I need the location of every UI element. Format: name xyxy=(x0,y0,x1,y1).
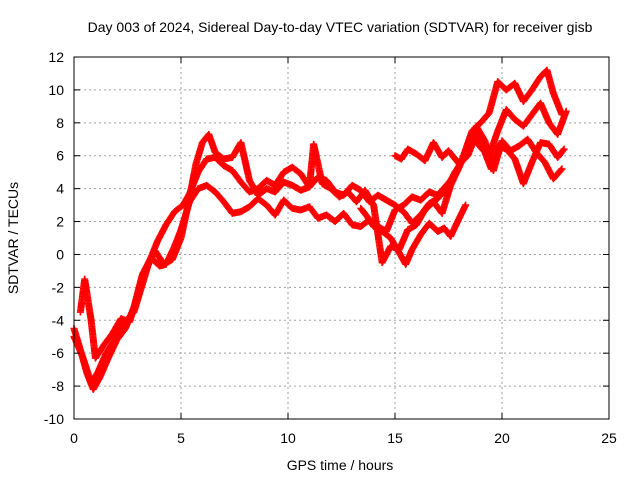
data-point xyxy=(462,201,470,209)
y-tick-label: 12 xyxy=(48,49,64,65)
y-tick-label: 6 xyxy=(56,148,64,164)
axis-ticks: 0 5 10 15 20 25 -10 -8 -6 -4 -2 0 2 4 6 8 10 12 xyxy=(44,49,617,446)
x-tick-label: 25 xyxy=(601,430,617,446)
grid xyxy=(74,57,609,419)
x-tick-label: 15 xyxy=(387,430,403,446)
satellite-track-3 xyxy=(76,122,566,362)
data-point xyxy=(558,165,566,173)
x-tick-label: 20 xyxy=(494,430,510,446)
y-tick-label: -8 xyxy=(52,378,65,394)
y-tick-label: -10 xyxy=(44,411,64,427)
data-point xyxy=(562,107,570,115)
x-axis-label: GPS time / hours xyxy=(287,457,394,473)
y-tick-label: 2 xyxy=(56,214,64,230)
data-point xyxy=(560,145,568,153)
y-tick-label: -4 xyxy=(52,312,65,328)
satellite-track-2 xyxy=(70,99,570,387)
y-tick-label: -6 xyxy=(52,345,65,361)
y-tick-label: 8 xyxy=(56,115,64,131)
data-point xyxy=(559,146,567,154)
x-tick-label: 10 xyxy=(280,430,296,446)
x-tick-label: 0 xyxy=(70,430,78,446)
x-tick-label: 5 xyxy=(177,430,185,446)
plot-frame xyxy=(73,56,610,420)
chart-title: Day 003 of 2024, Sidereal Day-to-day VTE… xyxy=(88,19,593,35)
y-axis-label: SDTVAR / TECUs xyxy=(5,182,21,294)
y-tick-label: 10 xyxy=(48,82,64,98)
data-point xyxy=(557,166,565,174)
y-tick-label: 0 xyxy=(56,246,64,262)
y-tick-label: 4 xyxy=(56,181,64,197)
satellite-track-1 xyxy=(70,66,566,393)
satellite-track-4 xyxy=(391,130,568,188)
y-tick-label: -2 xyxy=(52,279,65,295)
satellite-track-5 xyxy=(357,201,470,268)
data-series xyxy=(70,66,570,393)
